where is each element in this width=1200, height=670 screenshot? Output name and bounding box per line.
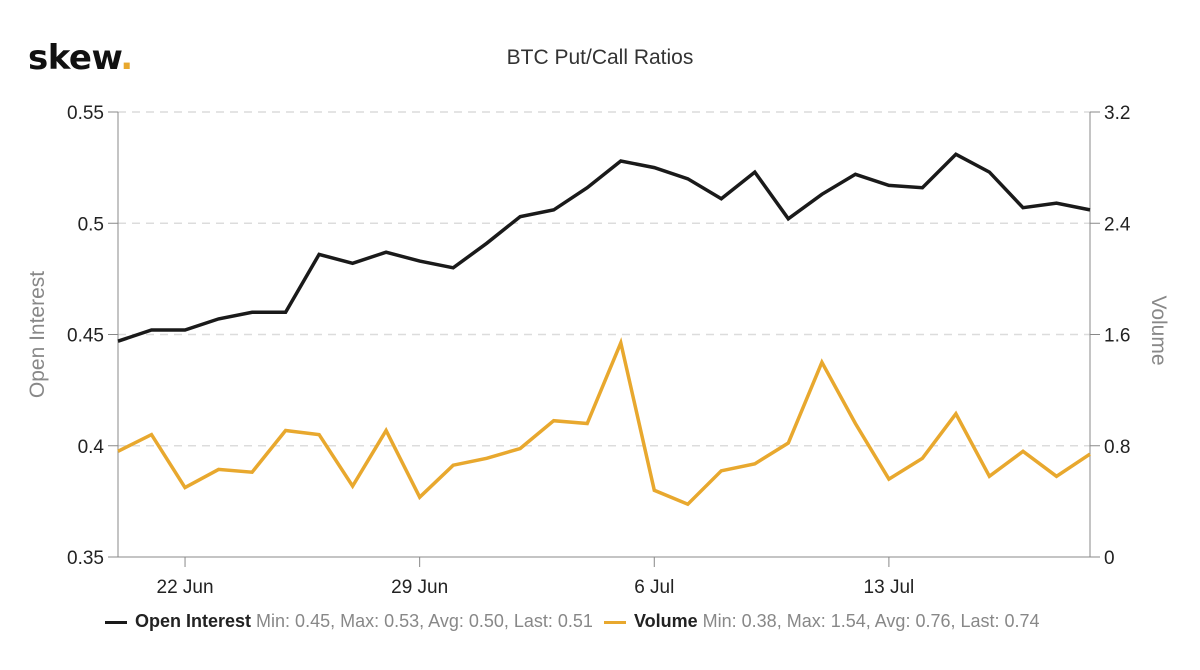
left-axis-title: Open Interest xyxy=(26,271,49,398)
skew-logo: skew. xyxy=(28,38,133,78)
legend-stats: Min: 0.45, Max: 0.53, Avg: 0.50, Last: 0… xyxy=(256,611,593,631)
legend-swatch-volume xyxy=(603,620,626,624)
x-axis-tick-label: 6 Jul xyxy=(634,577,674,598)
series-line-volume xyxy=(117,337,1091,507)
right-axis-tick-label: 0 xyxy=(1104,548,1115,569)
right-axis-tick-label: 3.2 xyxy=(1104,103,1130,124)
x-axis-tick-label: 13 Jul xyxy=(864,577,915,598)
legend-stats: Min: 0.38, Max: 1.54, Avg: 0.76, Last: 0… xyxy=(702,611,1040,631)
chart-legend[interactable]: Open Interest Min: 0.45, Max: 0.53, Avg:… xyxy=(105,611,1046,632)
x-axis-tick-label: 22 Jun xyxy=(157,577,214,598)
right-axis-tick-label: 2.4 xyxy=(1104,214,1131,235)
left-axis-tick-label: 0.5 xyxy=(78,214,104,235)
legend-item-open-interest[interactable]: Open Interest Min: 0.45, Max: 0.53, Avg:… xyxy=(105,611,593,632)
legend-name: Volume xyxy=(633,611,698,631)
left-axis-tick-label: 0.55 xyxy=(67,103,104,124)
legend-swatch-open-interest xyxy=(105,620,127,624)
left-axis-tick-label: 0.45 xyxy=(67,326,104,347)
right-axis-title: Volume xyxy=(1147,295,1170,365)
x-axis-tick-label: 29 Jun xyxy=(391,577,448,598)
legend-item-volume[interactable]: Volume Min: 0.38, Max: 1.54, Avg: 0.76, … xyxy=(603,611,1040,632)
legend-name: Open Interest xyxy=(135,611,252,631)
left-axis-tick-label: 0.35 xyxy=(67,548,104,569)
right-axis-tick-label: 1.6 xyxy=(1104,326,1130,347)
right-axis-tick-label: 0.8 xyxy=(1104,437,1130,458)
series-line-open-interest xyxy=(117,152,1091,343)
left-axis-tick-label: 0.4 xyxy=(78,437,105,458)
chart-title: BTC Put/Call Ratios xyxy=(506,46,694,69)
